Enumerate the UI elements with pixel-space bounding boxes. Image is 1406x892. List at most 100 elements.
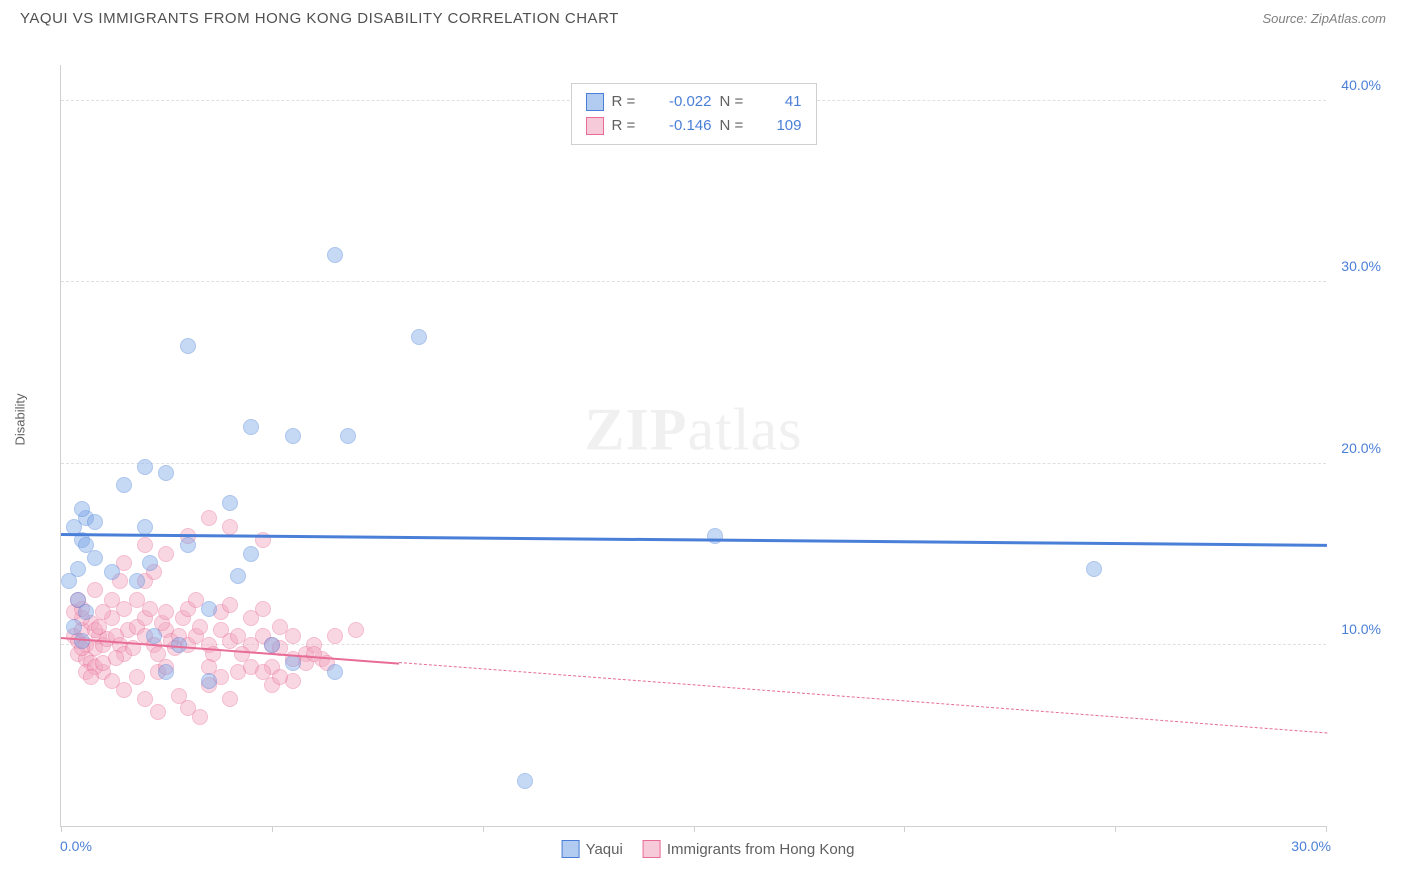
y-tick-label: 40.0%: [1341, 77, 1381, 93]
scatter-point: [348, 622, 364, 638]
x-tick: [904, 826, 905, 832]
scatter-point: [137, 459, 153, 475]
scatter-point: [192, 709, 208, 725]
legend-swatch: [586, 117, 604, 135]
x-tick: [272, 826, 273, 832]
legend-n-label: N =: [720, 114, 754, 138]
scatter-point: [61, 573, 77, 589]
scatter-point: [222, 691, 238, 707]
scatter-point: [116, 682, 132, 698]
y-tick-label: 30.0%: [1341, 258, 1381, 274]
legend-row: R = -0.146 N = 109: [586, 114, 802, 138]
gridline: [61, 463, 1326, 464]
legend-n-label: N =: [720, 90, 754, 114]
scatter-point: [74, 501, 90, 517]
x-tick: [1115, 826, 1116, 832]
scatter-point: [201, 510, 217, 526]
trend-line: [61, 533, 1327, 547]
legend-r-value: -0.146: [654, 114, 712, 138]
chart-container: Disability ZIPatlas R =-0.022N =41R =-0.…: [30, 45, 1386, 882]
scatter-point: [230, 568, 246, 584]
scatter-point: [104, 564, 120, 580]
y-tick-label: 10.0%: [1341, 621, 1381, 637]
chart-title: YAQUI VS IMMIGRANTS FROM HONG KONG DISAB…: [20, 10, 619, 27]
legend-r-label: R =: [612, 90, 646, 114]
scatter-point: [327, 628, 343, 644]
scatter-point: [158, 546, 174, 562]
scatter-point: [243, 546, 259, 562]
scatter-point: [87, 514, 103, 530]
legend-item: Yaqui: [562, 840, 623, 858]
x-tick: [483, 826, 484, 832]
scatter-point: [192, 619, 208, 635]
plot-area: ZIPatlas R = -0.022 N = 41R = -0.146 N = 109 1…: [60, 65, 1326, 827]
y-tick-label: 20.0%: [1341, 440, 1381, 456]
source-label: Source: ZipAtlas.com: [1262, 11, 1386, 26]
x-axis-min-label: 0.0%: [60, 838, 92, 854]
scatter-point: [137, 691, 153, 707]
legend-r-value: -0.022: [654, 90, 712, 114]
scatter-point: [285, 655, 301, 671]
scatter-point: [74, 633, 90, 649]
legend-label: Yaqui: [586, 841, 623, 858]
scatter-point: [180, 338, 196, 354]
legend-n-value: 109: [762, 114, 802, 138]
legend-label: Immigrants from Hong Kong: [667, 841, 855, 858]
scatter-point: [116, 477, 132, 493]
scatter-point: [327, 664, 343, 680]
scatter-point: [87, 582, 103, 598]
scatter-point: [66, 619, 82, 635]
scatter-point: [1086, 561, 1102, 577]
scatter-point: [78, 604, 94, 620]
scatter-point: [158, 465, 174, 481]
scatter-point: [255, 601, 271, 617]
scatter-point: [201, 601, 217, 617]
scatter-point: [707, 528, 723, 544]
scatter-point: [129, 669, 145, 685]
scatter-point: [340, 428, 356, 444]
scatter-point: [517, 773, 533, 789]
legend-r-label: R =: [612, 114, 646, 138]
scatter-point: [222, 495, 238, 511]
correlation-legend: R = -0.022 N = 41 R = -0.146 N = 109: [571, 83, 817, 145]
series-legend: Yaqui Immigrants from Hong Kong: [562, 840, 855, 858]
trend-line-dashed: [399, 662, 1327, 734]
scatter-point: [264, 637, 280, 653]
gridline: [61, 281, 1326, 282]
scatter-point: [285, 428, 301, 444]
legend-swatch: [562, 840, 580, 858]
scatter-point: [108, 650, 124, 666]
watermark: ZIPatlas: [585, 396, 803, 465]
y-axis-label: Disability: [13, 393, 28, 445]
scatter-point: [411, 329, 427, 345]
scatter-point: [158, 664, 174, 680]
scatter-point: [137, 537, 153, 553]
legend-item: Immigrants from Hong Kong: [643, 840, 855, 858]
scatter-point: [222, 597, 238, 613]
legend-swatch: [586, 93, 604, 111]
scatter-point: [327, 247, 343, 263]
scatter-point: [243, 419, 259, 435]
scatter-point: [129, 573, 145, 589]
scatter-point: [272, 619, 288, 635]
scatter-point: [142, 555, 158, 571]
scatter-point: [87, 550, 103, 566]
scatter-point: [142, 601, 158, 617]
scatter-point: [146, 628, 162, 644]
scatter-point: [201, 673, 217, 689]
scatter-point: [150, 704, 166, 720]
scatter-point: [158, 604, 174, 620]
x-tick: [694, 826, 695, 832]
scatter-point: [222, 519, 238, 535]
scatter-point: [180, 537, 196, 553]
scatter-point: [83, 669, 99, 685]
legend-row: R = -0.022 N = 41: [586, 90, 802, 114]
chart-header: YAQUI VS IMMIGRANTS FROM HONG KONG DISAB…: [0, 0, 1406, 33]
legend-n-value: 41: [762, 90, 802, 114]
legend-swatch: [643, 840, 661, 858]
x-tick: [61, 826, 62, 832]
scatter-point: [272, 669, 288, 685]
scatter-point: [137, 519, 153, 535]
x-tick: [1326, 826, 1327, 832]
x-axis-max-label: 30.0%: [1291, 838, 1331, 854]
